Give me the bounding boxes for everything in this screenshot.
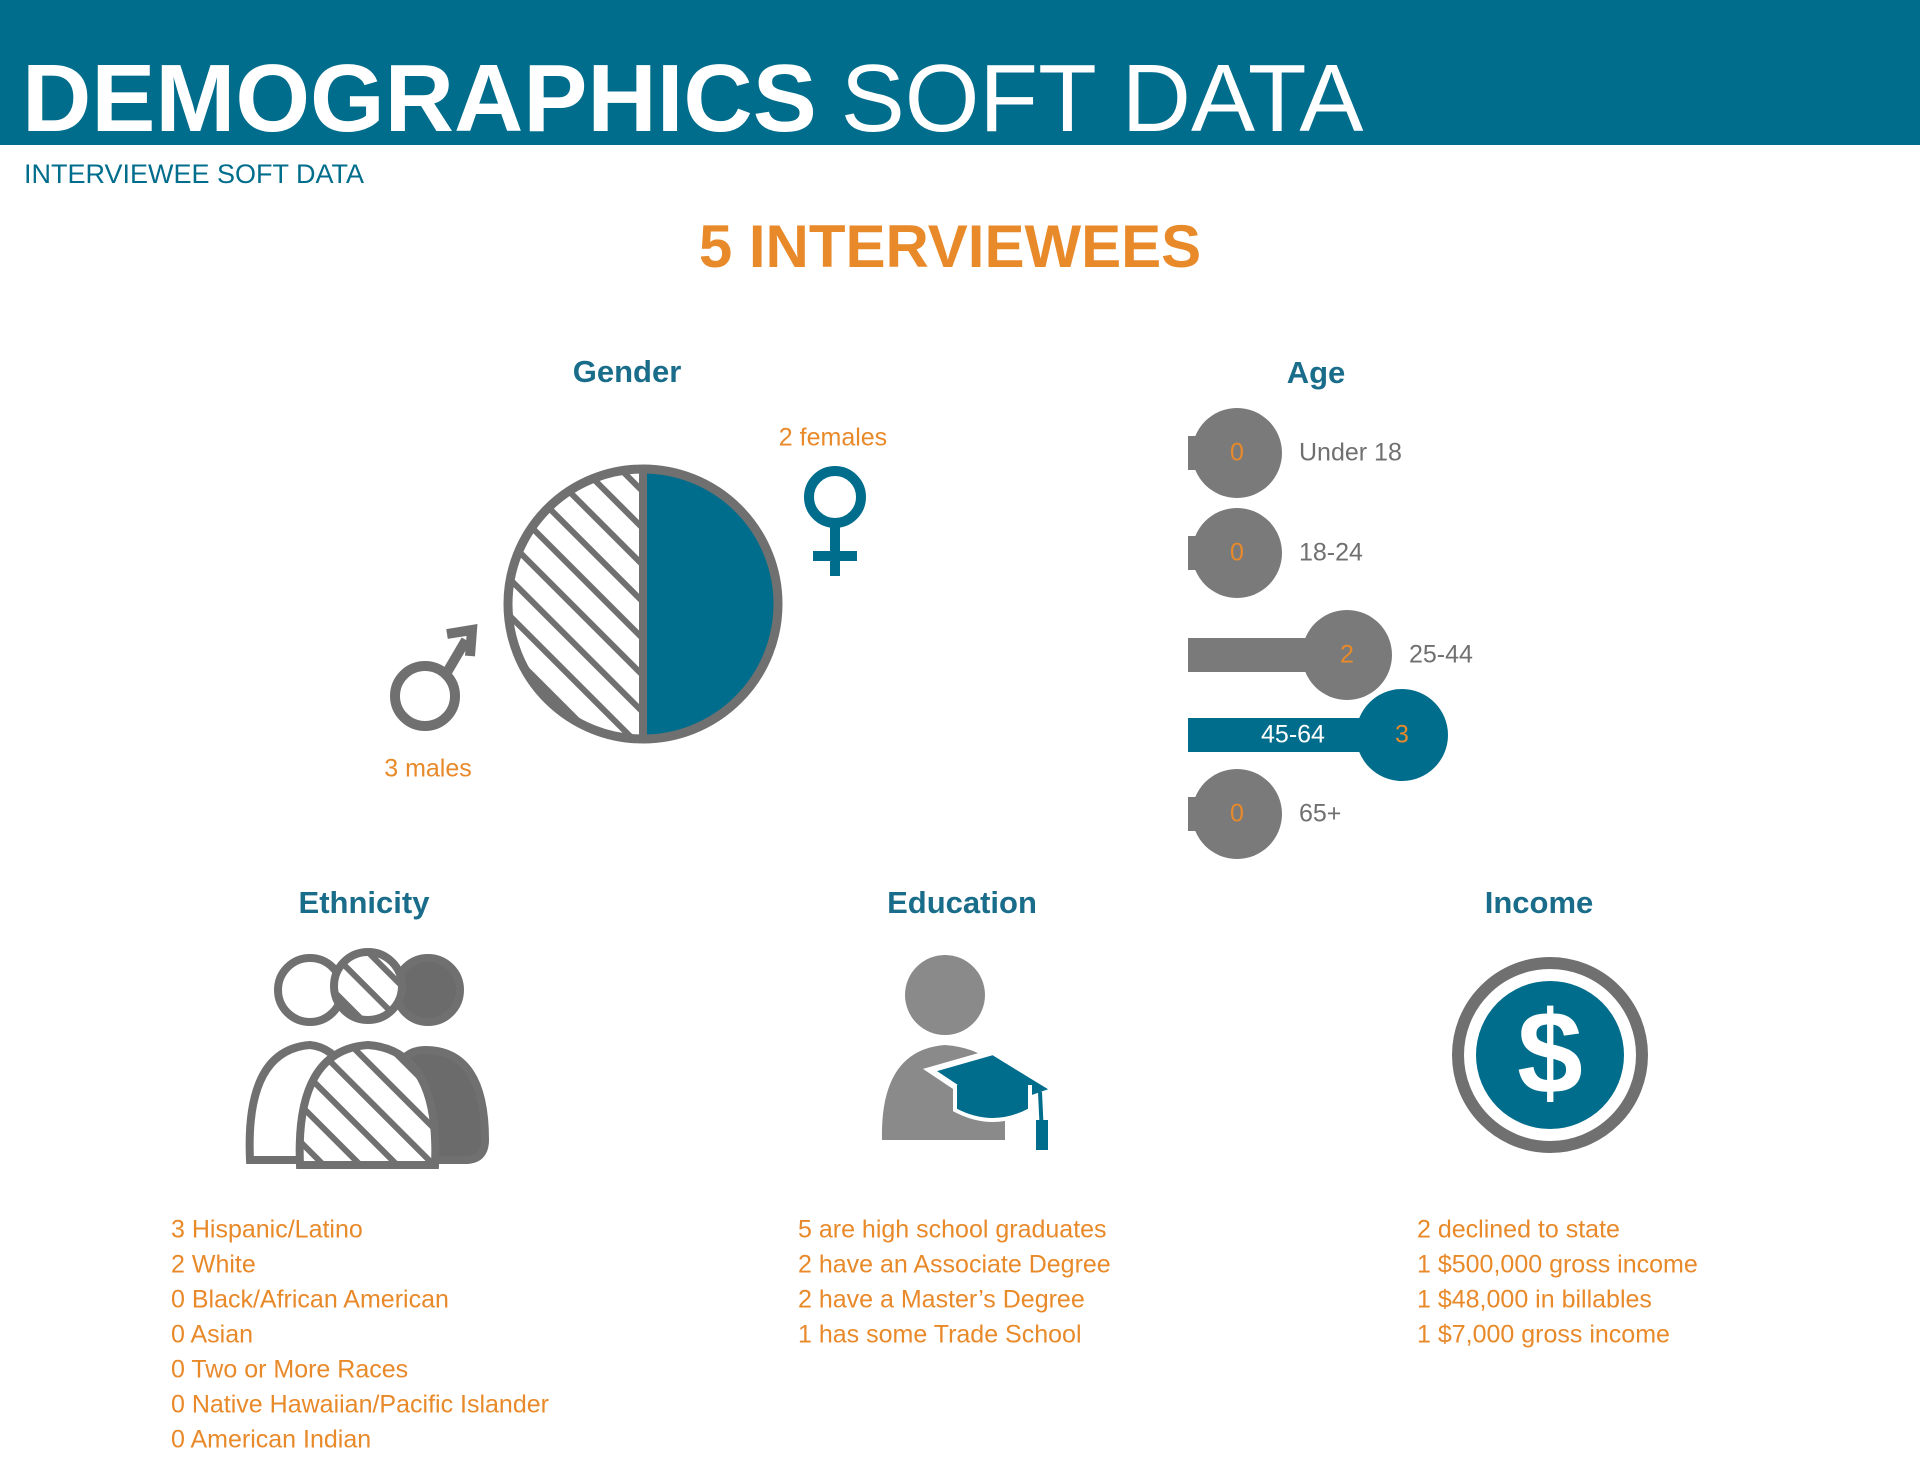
list-item: 1 $500,000 gross income [1417,1251,1698,1279]
list-item: 0 Black/African American [171,1286,449,1314]
female-symbol [804,466,866,576]
income-icon: $ [1452,957,1648,1153]
lists: 3 Hispanic/Latino 2 White 0 Black/African … [171,1216,1698,1454]
svg-text:$: $ [1517,987,1583,1119]
list-item: 2 have a Master’s Degree [798,1286,1085,1314]
section-title: Ethnicity [299,885,431,920]
age-dot [1192,408,1282,498]
age-dot [1192,508,1282,598]
list-item: 5 are high school graduates [798,1216,1107,1244]
age-count: 3 [1395,721,1409,749]
list-item: 2 White [171,1251,256,1279]
age-label: 45-64 [1261,721,1325,749]
header-band [0,0,1920,145]
age-count: 0 [1230,800,1244,828]
list-item: 2 declined to state [1417,1216,1620,1244]
age-label: 25-44 [1409,641,1473,669]
male-symbol [390,624,478,731]
list-item: 2 have an Associate Degree [798,1251,1111,1279]
title-bold: DEMOGRAPHICS [22,45,817,152]
males-label: 3 males [384,755,472,783]
education-icon [881,955,1062,1150]
section-title: Age [1287,355,1346,390]
headline: 5 INTERVIEWEES [699,213,1201,280]
age-dot [1302,610,1392,700]
age-label: 18-24 [1299,539,1363,567]
ethnicity-icon [245,948,490,1169]
title-light: SOFT DATA [841,45,1364,152]
gender-pie [503,464,783,744]
females-label: 2 females [779,424,887,452]
age-dot [1356,689,1448,781]
age-count: 2 [1340,641,1354,669]
age-count: 0 [1230,539,1244,567]
list-item: 1 $7,000 gross income [1417,1321,1670,1349]
list-item: 0 Native Hawaiian/Pacific Islander [171,1391,549,1419]
list-item: 0 Two or More Races [171,1356,408,1384]
list-item: 0 Asian [171,1321,253,1349]
age-label: Under 18 [1299,439,1402,467]
age-label: 65+ [1299,800,1341,828]
section-title: Gender [573,354,682,389]
header-title: DEMOGRAPHICS SOFT DATA [22,45,1363,152]
section-title: Education [887,885,1037,920]
list-item: 0 American Indian [171,1426,371,1454]
list-item: 1 $48,000 in billables [1417,1286,1652,1314]
subtitle: INTERVIEWEE SOFT DATA [24,159,364,189]
age-count: 0 [1230,439,1244,467]
list-item: 3 Hispanic/Latino [171,1216,363,1244]
age-dot [1192,769,1282,859]
section-title: Income [1485,885,1594,920]
age-rows: 0 Under 18 0 18-24 2 25-44 3 45-64 0 65+ [1188,408,1473,859]
list-item: 1 has some Trade School [798,1321,1082,1349]
